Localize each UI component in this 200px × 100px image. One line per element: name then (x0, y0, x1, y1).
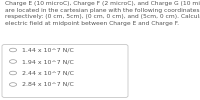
Circle shape (9, 71, 17, 75)
Text: 1.94 x 10^7 N/C: 1.94 x 10^7 N/C (22, 59, 74, 64)
Circle shape (9, 48, 17, 52)
Text: 1.44 x 10^7 N/C: 1.44 x 10^7 N/C (22, 48, 74, 53)
FancyBboxPatch shape (2, 44, 128, 98)
Text: 2.44 x 10^7 N/C: 2.44 x 10^7 N/C (22, 70, 74, 76)
Circle shape (9, 83, 17, 86)
Circle shape (9, 60, 17, 63)
Text: 2.84 x 10^7 N/C: 2.84 x 10^7 N/C (22, 82, 74, 87)
Text: Charge E (10 microC), Charge F (2 microC), and Charge G (10 microC)
are located : Charge E (10 microC), Charge F (2 microC… (5, 2, 200, 26)
